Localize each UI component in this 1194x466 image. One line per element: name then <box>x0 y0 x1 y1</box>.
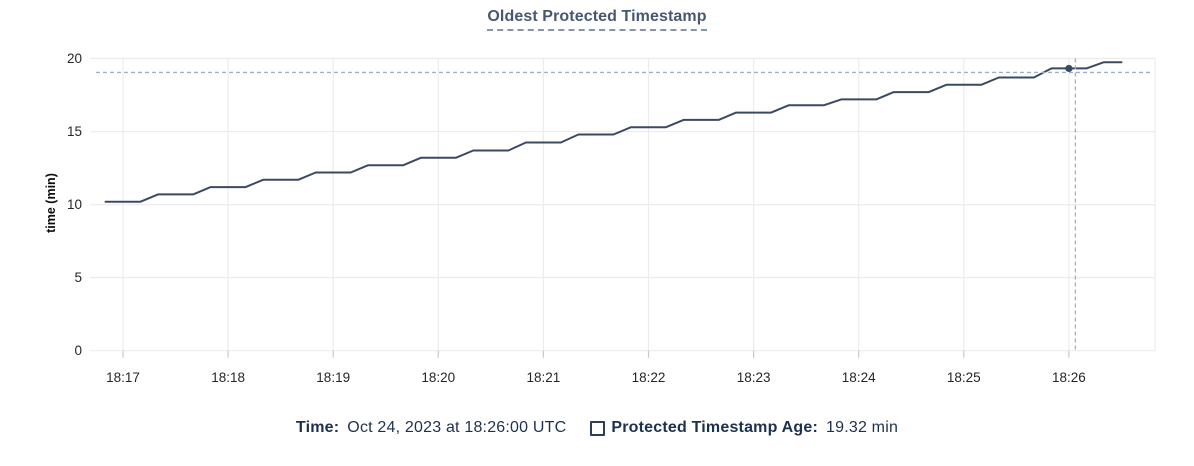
x-tick-label: 18:19 <box>316 370 350 385</box>
x-tick-label: 18:18 <box>211 370 245 385</box>
x-tick-label: 18:26 <box>1052 370 1086 385</box>
y-tick-label: 0 <box>74 343 82 358</box>
line-chart-plot-area[interactable]: 0 5 10 15 20 18:17 18:18 18:19 18:20 18:21 18:22 18… <box>0 0 1194 400</box>
legend-time-label: Time: <box>295 419 340 436</box>
y-tick-label: 10 <box>67 197 82 212</box>
y-tick-label: 20 <box>67 51 82 66</box>
x-tick-label: 18:22 <box>632 370 666 385</box>
hover-point-dot <box>1065 64 1073 73</box>
chart-legend: Time: Oct 24, 2023 at 18:26:00 UTC Prote… <box>0 419 1194 437</box>
chart-title[interactable]: Oldest Protected Timestamp <box>487 8 707 31</box>
legend-series-label: Protected Timestamp Age: <box>611 419 818 436</box>
series-toggle-checkbox[interactable] <box>590 420 606 436</box>
legend-series-value: 19.32 min <box>826 419 899 436</box>
x-tick-label: 18:17 <box>106 370 140 385</box>
chart-title-row: Oldest Protected Timestamp <box>0 8 1194 31</box>
y-tick-label: 5 <box>74 270 82 285</box>
x-tick-label: 18:25 <box>947 370 981 385</box>
x-tick-label: 18:23 <box>737 370 771 385</box>
x-tick-label: 18:20 <box>421 370 455 385</box>
x-tick-label: 18:21 <box>527 370 561 385</box>
y-tick-label: 15 <box>67 124 82 139</box>
legend-time-value: Oct 24, 2023 at 18:26:00 UTC <box>347 419 567 436</box>
x-tick-label: 18:24 <box>842 370 876 385</box>
series-line <box>104 61 1123 203</box>
